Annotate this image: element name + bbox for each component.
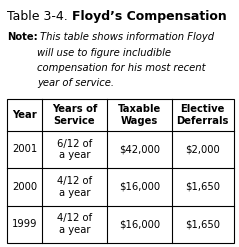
Text: 6/12 of
a year: 6/12 of a year [57,139,92,160]
Text: 4/12 of
a year: 4/12 of a year [57,213,92,235]
Text: year of service.: year of service. [37,79,114,88]
Text: 2000: 2000 [12,182,37,192]
Text: $2,000: $2,000 [185,144,220,154]
Text: Year: Year [12,110,37,120]
Text: $42,000: $42,000 [119,144,160,154]
Text: $1,650: $1,650 [185,219,220,229]
Text: 1999: 1999 [12,219,37,229]
Text: 2001: 2001 [12,144,37,154]
Text: $1,650: $1,650 [185,182,220,192]
Text: Taxable
Wages: Taxable Wages [118,104,161,126]
Text: Floyd’s Compensation: Floyd’s Compensation [72,10,227,23]
Text: $16,000: $16,000 [119,219,160,229]
Text: compensation for his most recent: compensation for his most recent [37,63,206,73]
Text: This table shows information Floyd: This table shows information Floyd [40,32,214,42]
Text: 4/12 of
a year: 4/12 of a year [57,176,92,198]
Text: Table 3-4.: Table 3-4. [7,10,72,23]
Bar [7,99,234,243]
Text: Note:: Note: [7,32,38,42]
Bar [7,99,234,131]
Text: $16,000: $16,000 [119,182,160,192]
Text: Years of
Service: Years of Service [52,104,97,126]
Text: will use to figure includible: will use to figure includible [37,47,171,58]
Text: Elective
Deferrals: Elective Deferrals [177,104,229,126]
